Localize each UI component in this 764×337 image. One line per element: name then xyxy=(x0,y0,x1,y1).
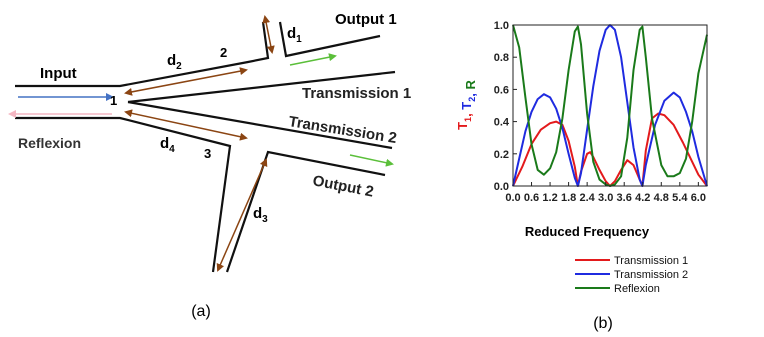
input-label: Input xyxy=(40,65,77,82)
output2-arrow xyxy=(349,154,394,167)
caption-a: (a) xyxy=(191,303,211,320)
d2-arrow xyxy=(124,67,248,96)
series-line-reflexion xyxy=(512,24,708,187)
caption-b: (b) xyxy=(593,315,613,332)
d4-label: d4 xyxy=(160,135,175,155)
d2-label: d2 xyxy=(167,52,182,72)
x-tick-label: 3.6 xyxy=(617,192,632,204)
wall-output2 xyxy=(225,150,386,273)
transmission1-label: Transmission 1 xyxy=(302,85,411,102)
x-tick-label: 4.8 xyxy=(654,192,669,204)
x-tick-label: 0.0 xyxy=(505,192,520,204)
output1-label: Output 1 xyxy=(335,11,397,28)
legend-label: Reflexion xyxy=(614,283,660,295)
d1-label: d1 xyxy=(287,25,302,45)
y-tick-label: 0.0 xyxy=(494,181,509,193)
d1-arrow xyxy=(262,15,275,54)
d3-label: d3 xyxy=(253,205,268,225)
series-line-transmission-2 xyxy=(512,24,708,187)
x-ticks: 0.0 0.6 1.2 1.8 2.4 3.0 3.6 4.2 4.8 5.4 6.0 xyxy=(505,182,706,204)
y-axis-label: T1, T2, R xyxy=(455,79,478,129)
d4-arrow xyxy=(124,109,248,141)
node3-label: 3 xyxy=(204,146,211,161)
legend-label: Transmission 2 xyxy=(614,269,688,281)
x-axis-label: Reduced Frequency xyxy=(525,224,650,239)
chart-legend: Transmission 1 Transmission 2 Reflexion xyxy=(575,255,688,295)
y-tick-label: 1.0 xyxy=(494,20,509,32)
node2-label: 2 xyxy=(220,45,227,60)
wall-center-upper xyxy=(127,70,396,104)
panel-b-chart: 0.0 0.6 1.2 1.8 2.4 3.0 3.6 4.2 4.8 5.4 6.0 0.00.2… xyxy=(455,20,708,332)
y-tick-label: 0.8 xyxy=(494,52,509,64)
x-tick-label: 0.6 xyxy=(524,192,539,204)
x-tick-label: 5.4 xyxy=(672,192,688,204)
node1-label: 1 xyxy=(110,93,117,108)
x-tick-label: 6.0 xyxy=(691,192,706,204)
y-tick-label: 0.2 xyxy=(494,149,509,161)
y-tick-label: 0.4 xyxy=(494,117,510,129)
x-tick-label: 1.8 xyxy=(561,192,576,204)
output2-label: Output 2 xyxy=(311,172,375,200)
x-tick-label: 3.0 xyxy=(598,192,613,204)
panel-a-network: Input Reflexion Output 1 Transmission 1 … xyxy=(8,11,411,320)
transmission2-label: Transmission 2 xyxy=(287,113,398,147)
y-ticks: 0.0 0.2 0.4 0.6 0.8 1.0 xyxy=(494,20,517,193)
reflexion-label: Reflexion xyxy=(18,135,81,151)
series-line-transmission-1 xyxy=(512,112,708,187)
legend-label: Transmission 1 xyxy=(614,255,688,267)
x-tick-label: 4.2 xyxy=(635,192,650,204)
wall-output1 xyxy=(278,21,381,58)
d3-arrow xyxy=(216,158,268,272)
plot-frame xyxy=(512,24,708,187)
x-tick-label: 2.4 xyxy=(579,192,595,204)
y-tick-label: 0.6 xyxy=(494,84,509,96)
output1-arrow xyxy=(289,53,337,66)
chart-series xyxy=(512,24,708,187)
x-tick-label: 1.2 xyxy=(542,192,557,204)
